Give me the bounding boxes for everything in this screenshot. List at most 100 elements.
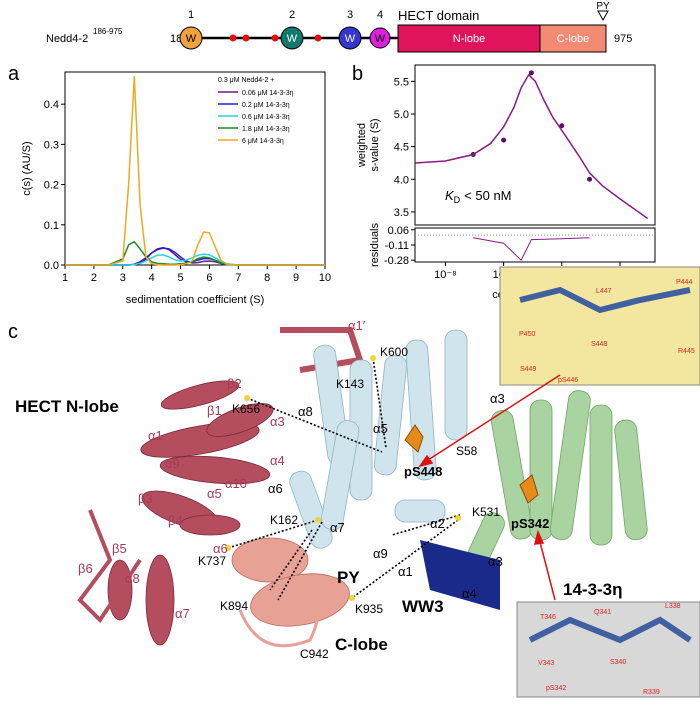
ww-domain bbox=[369, 27, 391, 49]
y-tick-label: 5.0 bbox=[394, 109, 409, 121]
x-axis-label: sedimentation coefficient (S) bbox=[126, 294, 265, 306]
x-tick-label: 7 bbox=[235, 272, 241, 284]
site bbox=[242, 34, 250, 42]
inset-label: R445 bbox=[678, 348, 695, 355]
inset-label: L447 bbox=[596, 288, 612, 295]
lysine-markers bbox=[225, 355, 461, 601]
data-point bbox=[501, 137, 507, 143]
sse-label: β5 bbox=[112, 541, 127, 556]
sse-label: α4 bbox=[270, 453, 285, 468]
y-tick-label: 3.5 bbox=[394, 207, 409, 219]
14-3-3-cartoon bbox=[456, 390, 648, 589]
inset-label: V343 bbox=[538, 660, 554, 667]
sse-label: β3 bbox=[138, 491, 153, 506]
sse-label: α10 bbox=[225, 476, 247, 491]
inset-label: L338 bbox=[665, 603, 681, 610]
y-tick-label: -0.28 bbox=[384, 255, 409, 267]
inset-density bbox=[528, 616, 692, 644]
sse-label: α6 bbox=[213, 541, 228, 556]
legend-label: 0.2 μM 14-3-3η bbox=[242, 102, 290, 109]
x-tick-label: 4 bbox=[149, 272, 155, 284]
x-tick-label: 10⁻⁸ bbox=[434, 269, 457, 281]
sse-label: α8 bbox=[125, 571, 140, 586]
residue: K935 bbox=[355, 602, 383, 616]
sse-label: α6 bbox=[268, 481, 283, 496]
x-tick-label: 2 bbox=[91, 272, 97, 284]
arrows bbox=[418, 374, 561, 601]
inset-label: P450 bbox=[519, 331, 535, 338]
sse-label: β1 bbox=[207, 403, 222, 418]
residue: K162 bbox=[270, 513, 298, 527]
structure: c HECT N-lobe C-lobe PY WW3 14-3-3η pS44… bbox=[8, 266, 700, 698]
residual-axis-label: residuals bbox=[369, 222, 381, 267]
ww-number: 3 bbox=[347, 9, 353, 21]
legend-label: 6 μM 14-3-3η bbox=[242, 138, 284, 145]
residue: K737 bbox=[198, 554, 226, 568]
ww-letter: W bbox=[287, 33, 298, 45]
inset-top bbox=[499, 266, 700, 386]
region-label: WW3 bbox=[402, 597, 444, 616]
series-line bbox=[65, 75, 325, 266]
c-lobe-label: C-lobe bbox=[557, 33, 589, 45]
sse-label: β4 bbox=[168, 513, 183, 528]
sse-label: α2 bbox=[430, 516, 445, 531]
sse-label: α5 bbox=[207, 486, 222, 501]
residue: S58 bbox=[456, 444, 478, 458]
data-point bbox=[559, 123, 565, 129]
inset-label: S448 bbox=[591, 341, 607, 348]
inset-density bbox=[519, 286, 691, 314]
y-tick-label: -0.11 bbox=[385, 240, 409, 252]
domain-diagram: Nedd4-2 186-975 186 1 2 3 4 W W W W HECT… bbox=[46, 1, 632, 53]
annotation-text: < 50 nM bbox=[464, 188, 511, 203]
region-label: PY bbox=[337, 568, 360, 587]
y-tick-label: 0.0 bbox=[44, 260, 59, 272]
sse-label: α3 bbox=[488, 554, 503, 569]
x-tick-label: 9 bbox=[293, 272, 299, 284]
inset-label: pS342 bbox=[546, 685, 566, 692]
sse-label: α4 bbox=[462, 586, 477, 601]
legend-label: 0.06 μM 14-3-3η bbox=[242, 90, 294, 97]
ww-domain bbox=[280, 26, 304, 50]
panel-label: b bbox=[352, 63, 363, 85]
y-tick-label: 4.0 bbox=[394, 174, 409, 186]
hect-label: HECT domain bbox=[398, 8, 479, 23]
y-tick-label: 4.5 bbox=[394, 142, 409, 154]
ww-domain bbox=[338, 26, 362, 50]
sse-label: α7 bbox=[175, 606, 190, 621]
y-axis-label: s-value (S) bbox=[369, 118, 381, 171]
residue: C942 bbox=[300, 647, 329, 661]
sse-label: α1 bbox=[148, 428, 163, 443]
construct-range: 186-975 bbox=[93, 27, 123, 36]
ww-number: 1 bbox=[188, 9, 194, 21]
annotation-subscript: D bbox=[454, 195, 461, 205]
construct-name: Nedd4-2 bbox=[46, 33, 88, 45]
region-label: C-lobe bbox=[335, 635, 388, 654]
ww-letter: W bbox=[345, 33, 356, 45]
sse-label: β6 bbox=[78, 561, 93, 576]
region-label: HECT N-lobe bbox=[15, 397, 119, 416]
plot-frame bbox=[414, 64, 656, 226]
phospho-peptides bbox=[404, 424, 539, 504]
end: 975 bbox=[614, 33, 632, 45]
x-tick-label: 8 bbox=[264, 272, 270, 284]
sse-label: α3 bbox=[270, 414, 285, 429]
inset-label: pS446 bbox=[558, 377, 578, 384]
inset-label: Q341 bbox=[594, 609, 611, 616]
panel-label: a bbox=[8, 63, 20, 85]
legend-label: 0.6 μM 14-3-3η bbox=[242, 114, 290, 121]
sse-label: α5 bbox=[373, 421, 388, 436]
sse-label: α1 bbox=[398, 564, 413, 579]
annotation-symbol: K bbox=[445, 188, 455, 203]
site bbox=[271, 34, 279, 42]
c-lobe-cartoon bbox=[231, 537, 350, 648]
site bbox=[229, 34, 237, 42]
site bbox=[314, 34, 322, 42]
residual-line bbox=[473, 237, 590, 262]
ww-letter: W bbox=[186, 33, 197, 45]
fit-line bbox=[414, 73, 649, 220]
inset-label: P444 bbox=[676, 279, 692, 286]
data-point bbox=[528, 70, 534, 76]
sse-label: β2 bbox=[227, 376, 242, 391]
data-point bbox=[587, 176, 593, 182]
